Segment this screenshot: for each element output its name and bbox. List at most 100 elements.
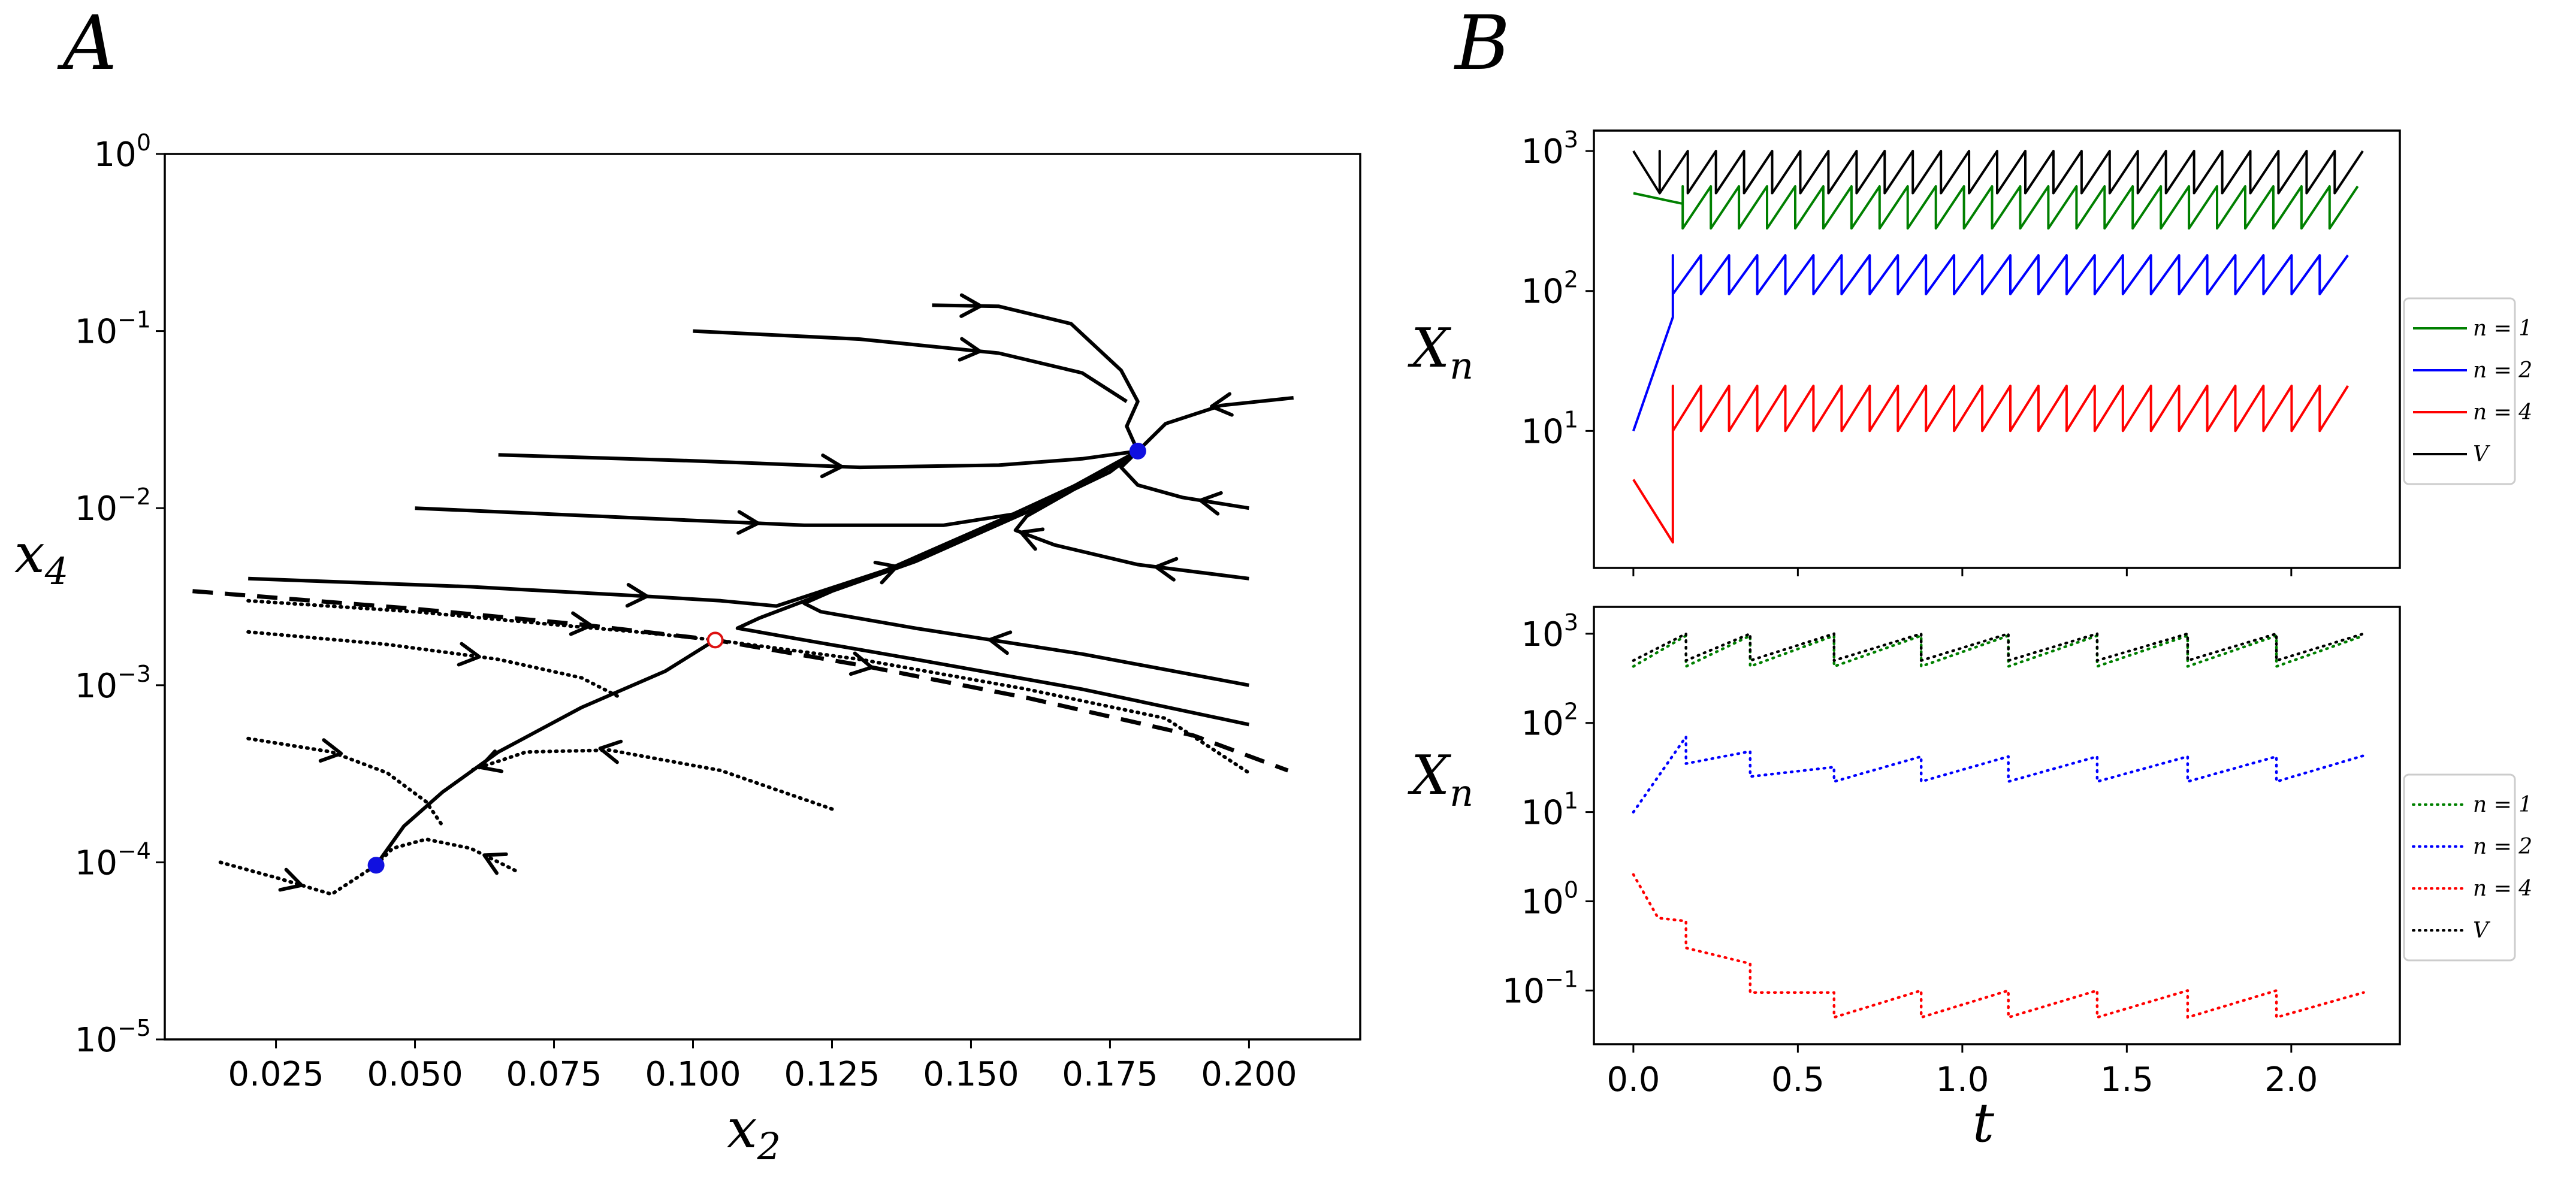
direction-arrow	[478, 749, 504, 773]
series-solid-0	[932, 303, 1140, 452]
phase-portrait-panel: 0.025 0.050 0.075 0.100 0.125 0.150 0.175 0.200…	[14, 129, 1361, 1168]
phase-portrait-axes: 0.025 0.050 0.075 0.100 0.125 0.150 0.175 0.200…	[75, 129, 1297, 1094]
legend-label: n = 4	[2473, 876, 2532, 901]
y-tick-label: 101	[1521, 788, 1578, 833]
phase-portrait-frame	[164, 153, 1361, 1041]
y-tick-label: 10−1	[1502, 966, 1578, 1011]
series-line	[1632, 385, 2349, 544]
legend-label: n = 1	[2473, 793, 2532, 817]
direction-arrow	[1019, 527, 1045, 551]
legend-box	[2403, 297, 2516, 485]
direction-arrow	[278, 867, 304, 892]
y-tick-label: 103	[1521, 126, 1578, 171]
x-tick-label: 0.175	[1062, 1055, 1158, 1094]
direction-arrow	[482, 852, 508, 875]
y-tick-label: 101	[1521, 406, 1578, 451]
direction-arrow	[959, 293, 983, 318]
direction-arrow	[958, 337, 982, 362]
y-tick-label: 102	[1521, 699, 1578, 743]
legend-label: n = 1	[2473, 316, 2532, 341]
series-line	[1632, 735, 2365, 814]
direction-arrow	[736, 510, 760, 535]
series-solid-7	[1013, 449, 1249, 581]
x-tick-label: 2.0	[2264, 1060, 2318, 1099]
legend-top: n = 1 n = 2 n = 4 V	[2403, 297, 2532, 485]
x-tick-label: 1.0	[1935, 1060, 1989, 1099]
legend-label: n = 4	[2473, 400, 2532, 425]
series-dotted-17	[218, 860, 378, 896]
y-tick-label: 100	[1521, 876, 1578, 921]
x-tick-label: 0.075	[506, 1055, 602, 1094]
phase-portrait-data	[192, 293, 1294, 896]
series-solid-6	[1119, 449, 1249, 510]
series-line	[1632, 634, 2365, 668]
y-axis-label-x4: x4	[14, 522, 68, 593]
series-solid-10	[375, 638, 717, 866]
legend-bottom: n = 1 n = 2 n = 4 V	[2403, 773, 2532, 962]
timeseries-top-data	[1632, 150, 2364, 544]
legend-box	[2403, 773, 2516, 962]
direction-arrow	[820, 454, 844, 479]
direction-arrow	[848, 651, 874, 676]
y-tick-label: 10−2	[75, 483, 151, 528]
timeseries-top-frame	[1593, 129, 2401, 569]
direction-arrow	[625, 583, 649, 608]
direction-arrow	[1198, 491, 1223, 516]
legend-label: n = 2	[2473, 835, 2532, 859]
timeseries-top-axes: 101 102 103	[1521, 126, 2293, 576]
x-tick-label: 0.100	[645, 1055, 741, 1094]
x-tick-label: 0.150	[923, 1055, 1019, 1094]
series-dotted-12	[246, 598, 717, 642]
y-tick-label: 102	[1521, 267, 1578, 312]
direction-arrow	[987, 630, 1013, 655]
fixed-point-stable	[1129, 442, 1146, 459]
timeseries-bottom-panel: 0.0 0.5 1.0 1.5 2.0 10−1 100 101 102 103 Xn t n =…	[1408, 606, 2532, 1154]
y-tick-label: 100	[94, 129, 151, 174]
direction-arrow	[318, 738, 343, 763]
y-tick-label: 103	[1521, 609, 1578, 654]
series-line	[1632, 150, 2364, 195]
y-axis-label-xn-top: Xn	[1408, 317, 1473, 388]
direction-arrow	[569, 611, 593, 636]
legend-label: n = 2	[2473, 358, 2532, 383]
direction-arrow	[873, 560, 899, 585]
legend-label: V	[2473, 442, 2491, 467]
series-dotted-13	[246, 630, 623, 700]
timeseries-bottom-frame	[1593, 606, 2401, 1045]
y-tick-label: 10−1	[75, 307, 151, 352]
series-solid-3	[415, 449, 1139, 527]
direction-arrow	[457, 642, 481, 667]
x-axis-label-x2: x2	[727, 1098, 781, 1168]
x-tick-label: 0.025	[228, 1055, 324, 1094]
series-solid-9	[735, 449, 1250, 727]
legend-label: V	[2473, 918, 2491, 943]
series-solid-1	[693, 329, 1128, 403]
series-solid-2	[498, 449, 1138, 470]
series-line	[1632, 632, 2365, 662]
x-tick-label: 0.200	[1201, 1055, 1297, 1094]
direction-arrow	[598, 739, 623, 764]
x-tick-label: 0.0	[1606, 1060, 1660, 1099]
panel-label-b: B	[1454, 0, 1510, 87]
direction-arrow	[1210, 392, 1234, 417]
x-tick-label: 0.125	[784, 1055, 880, 1094]
y-tick-label: 10−5	[75, 1015, 151, 1060]
series-dotted-14	[713, 638, 1251, 775]
fixed-point-saddle	[706, 631, 724, 649]
series-dashed-11	[192, 589, 1289, 773]
x-tick-label: 0.050	[367, 1055, 463, 1094]
series-dotted-15	[246, 736, 445, 829]
series-solid-4	[248, 449, 1139, 608]
x-tick-label: 1.5	[2100, 1060, 2154, 1099]
fixed-point-stable	[367, 857, 385, 874]
y-tick-label: 10−3	[75, 661, 151, 706]
timeseries-bottom-data	[1632, 632, 2365, 1019]
x-axis-label-t: t	[1973, 1092, 1995, 1154]
series-solid-5	[1136, 396, 1294, 453]
series-line	[1633, 185, 2359, 230]
series-line	[1632, 873, 2365, 1019]
panel-label-a: A	[57, 0, 117, 87]
series-dotted-16	[469, 748, 834, 811]
y-tick-label: 10−4	[75, 838, 151, 882]
